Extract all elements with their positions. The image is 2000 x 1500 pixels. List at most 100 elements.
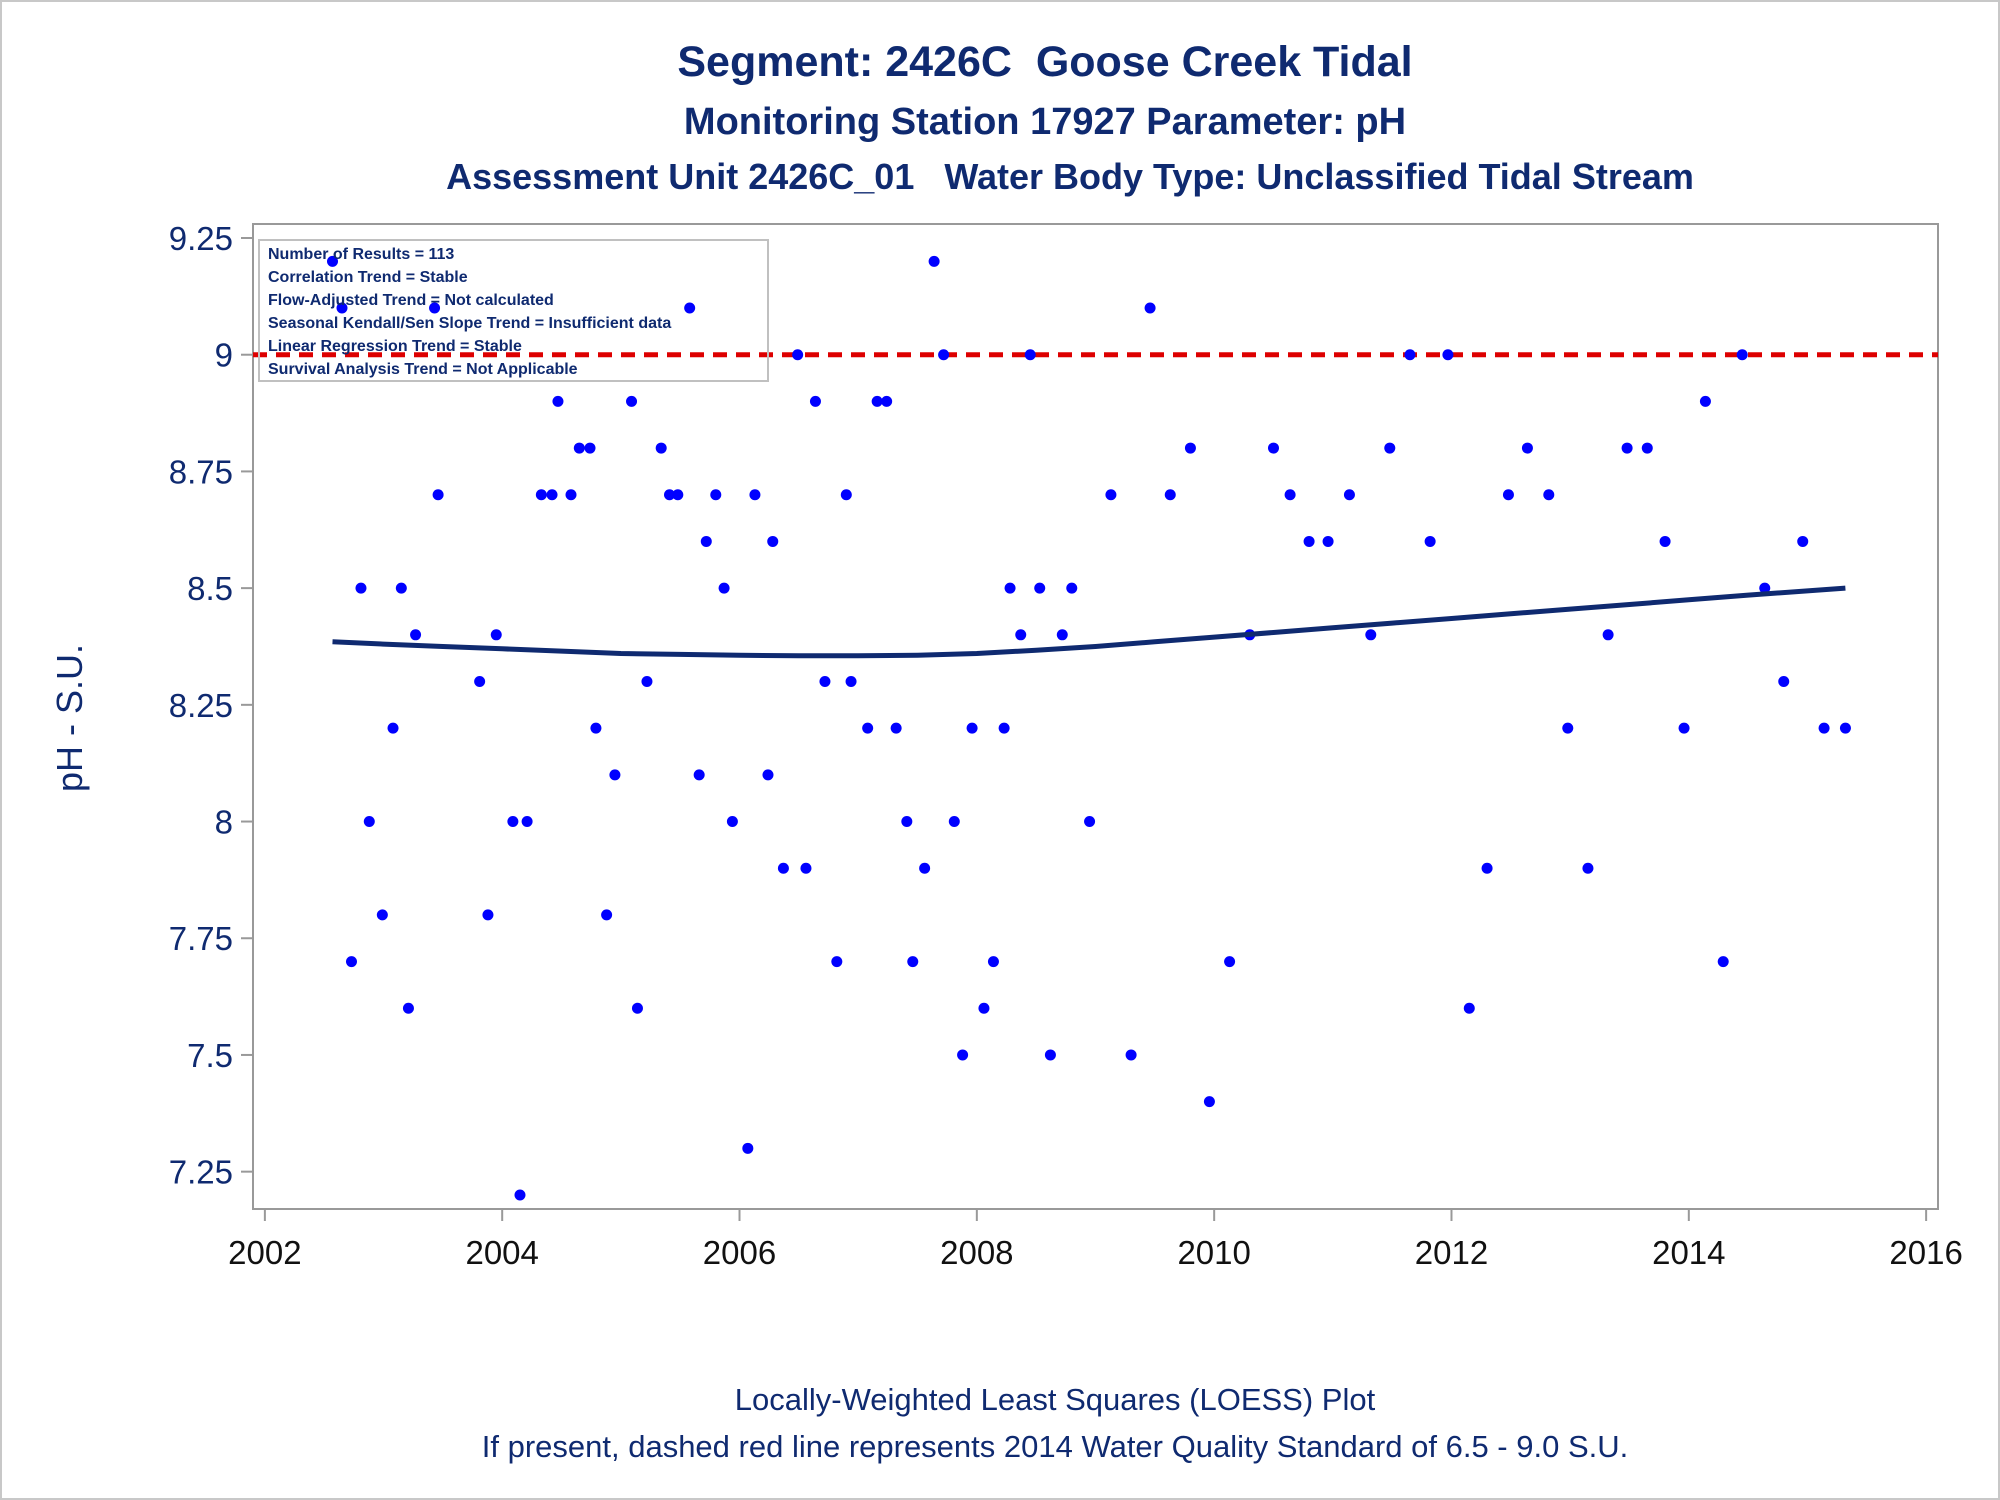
data-point: [514, 1189, 526, 1201]
data-point: [1015, 629, 1027, 641]
data-point: [601, 909, 613, 921]
data-point: [978, 1002, 990, 1014]
data-point: [957, 1049, 969, 1061]
x-tick-label: 2016: [1889, 1234, 1962, 1271]
info-correlation-trend: Correlation Trend = Stable: [268, 269, 468, 286]
data-point: [938, 349, 950, 361]
info-box-border: [258, 239, 769, 382]
footnote-standard: If present, dashed red line represents 2…: [481, 1429, 1629, 1464]
data-point: [429, 302, 441, 314]
data-point: [700, 535, 712, 547]
y-tick-label: 7.25: [169, 1154, 233, 1191]
x-tick-label: 2006: [703, 1234, 776, 1271]
data-point: [1424, 535, 1436, 547]
data-point: [573, 442, 585, 454]
y-tick-label: 8.5: [187, 570, 233, 607]
data-point: [890, 722, 902, 734]
data-point: [742, 1142, 754, 1154]
loess-group: [332, 585, 1846, 659]
data-point: [1659, 535, 1671, 547]
y-tick-label: 7.5: [187, 1037, 233, 1074]
trend-info-box: Number of Results = 113 Correlation Tren…: [258, 239, 769, 382]
data-point: [1284, 489, 1296, 501]
x-tick-label: 2004: [465, 1234, 538, 1271]
data-point: [1224, 956, 1236, 968]
data-point: [726, 816, 738, 828]
data-point: [1839, 722, 1851, 734]
data-point: [482, 909, 494, 921]
data-point: [1481, 862, 1493, 874]
data-point: [432, 489, 444, 501]
data-point: [327, 255, 339, 267]
data-point: [881, 395, 893, 407]
data-point: [1621, 442, 1633, 454]
data-point: [672, 489, 684, 501]
data-point: [862, 722, 874, 734]
data-point: [809, 395, 821, 407]
data-point: [1521, 442, 1533, 454]
y-tick-label: 8: [215, 804, 233, 841]
data-point: [777, 862, 789, 874]
data-point: [800, 862, 812, 874]
data-point: [345, 956, 357, 968]
data-point: [1442, 349, 1454, 361]
data-point: [718, 582, 730, 594]
data-point: [948, 816, 960, 828]
data-point: [1543, 489, 1555, 501]
data-point: [966, 722, 978, 734]
data-point: [355, 582, 367, 594]
data-point: [584, 442, 596, 454]
data-point: [749, 489, 761, 501]
chart-title: Segment: 2426C Goose Creek Tidal: [677, 38, 1413, 86]
data-point: [1004, 582, 1016, 594]
data-point: [1056, 629, 1068, 641]
data-point: [901, 816, 913, 828]
data-point: [792, 349, 804, 361]
data-point: [1641, 442, 1653, 454]
data-point: [363, 816, 375, 828]
data-point: [1034, 582, 1046, 594]
data-point: [490, 629, 502, 641]
data-point: [919, 862, 931, 874]
data-point: [684, 302, 696, 314]
data-point: [546, 489, 558, 501]
chart-subtitle-assessment: Assessment Unit 2426C_01 Water Body Type…: [446, 156, 1694, 197]
x-tick-label: 2002: [228, 1234, 301, 1271]
info-linear-regression-trend: Linear Regression Trend = Stable: [268, 338, 522, 355]
data-point: [1105, 489, 1117, 501]
data-point: [395, 582, 407, 594]
data-point: [1125, 1049, 1137, 1061]
chart-subtitle-station: Monitoring Station 17927 Parameter: pH: [683, 101, 1407, 143]
data-point: [1717, 956, 1729, 968]
info-survival-analysis-trend: Survival Analysis Trend = Not Applicable: [268, 361, 578, 378]
data-point: [1024, 349, 1036, 361]
data-points: [327, 255, 1851, 1201]
data-point: [664, 489, 676, 501]
data-point: [1463, 1002, 1475, 1014]
data-point: [1322, 535, 1334, 547]
info-seasonal-kendall-trend: Seasonal Kendall/Sen Slope Trend = Insuf…: [268, 315, 671, 332]
data-point: [521, 816, 533, 828]
data-point: [626, 395, 638, 407]
data-point: [474, 675, 486, 687]
data-point: [928, 255, 940, 267]
data-point: [710, 489, 722, 501]
data-point: [1778, 675, 1790, 687]
y-tick-label: 8.75: [169, 453, 233, 490]
data-point: [1144, 302, 1156, 314]
data-point: [402, 1002, 414, 1014]
data-point: [987, 956, 999, 968]
data-point: [376, 909, 388, 921]
data-point: [590, 722, 602, 734]
data-point: [767, 535, 779, 547]
data-point: [819, 675, 831, 687]
data-point: [336, 302, 348, 314]
data-point: [1602, 629, 1614, 641]
data-point: [1164, 489, 1176, 501]
data-point: [831, 956, 843, 968]
footnote-loess: Locally-Weighted Least Squares (LOESS) P…: [734, 1382, 1376, 1417]
data-point: [845, 675, 857, 687]
data-point: [1384, 442, 1396, 454]
